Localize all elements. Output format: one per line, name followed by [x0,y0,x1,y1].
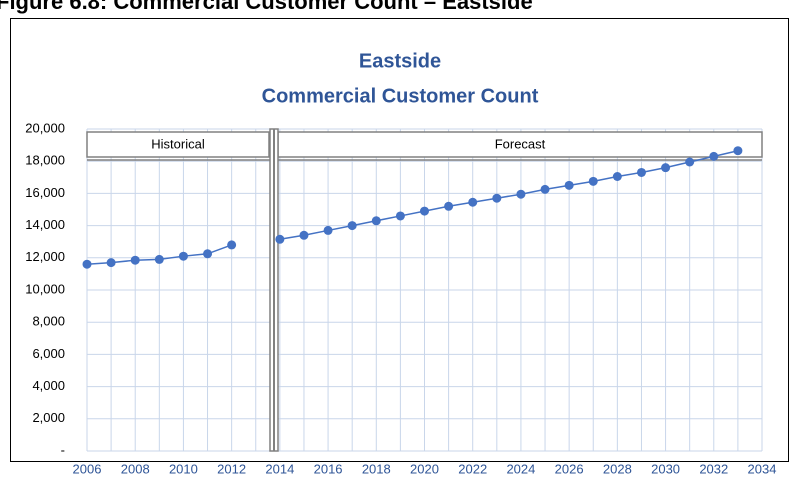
y-tick-label: 20,000 [25,120,65,135]
y-tick-label: - [61,442,65,457]
x-tick-label: 2008 [121,461,150,476]
figure-caption: Figure 6.8: Commercial Customer Count – … [0,0,533,14]
x-tick-label: 2026 [555,461,584,476]
data-point [371,216,381,226]
region-label: Forecast [495,136,546,151]
x-tick-label: 2010 [169,461,198,476]
data-point [636,167,646,177]
chart-title: Eastside [359,50,441,72]
data-point [347,221,357,231]
data-point [323,225,333,235]
chart-subtitle: Commercial Customer Count [262,85,539,107]
x-tick-label: 2034 [748,461,777,476]
data-point [395,211,405,221]
data-point [154,254,164,264]
data-point [733,146,743,156]
x-tick-label: 2030 [651,461,680,476]
data-point [709,151,719,161]
data-point [227,240,237,250]
y-tick-label: 18,000 [25,153,65,168]
x-tick-label: 2022 [458,461,487,476]
data-point [661,163,671,173]
data-point [588,176,598,186]
data-point [468,197,478,207]
data-point [685,157,695,167]
y-tick-label: 2,000 [32,410,65,425]
x-tick-label: 2024 [506,461,535,476]
x-tick-label: 2014 [265,461,294,476]
region-box [277,131,763,158]
y-tick-label: 14,000 [25,217,65,232]
region-box [86,131,270,158]
data-point [275,234,285,244]
data-point [612,171,622,181]
series-line [86,150,739,265]
data-point [106,258,116,268]
data-point [492,193,502,203]
data-point [203,249,213,259]
x-tick-label: 2018 [362,461,391,476]
region-label: Historical [151,136,205,151]
data-point [564,180,574,190]
y-tick-label: 12,000 [25,249,65,264]
data-point [540,184,550,194]
data-point [130,255,140,265]
x-tick-label: 2006 [73,461,102,476]
x-tick-label: 2020 [410,461,439,476]
x-tick-label: 2028 [603,461,632,476]
data-point [420,206,429,216]
y-tick-label: 8,000 [32,314,65,329]
y-tick-label: 6,000 [32,346,65,361]
y-tick-label: 4,000 [32,378,65,393]
y-tick-label: 16,000 [25,185,65,200]
x-tick-label: 2016 [314,461,343,476]
frame [10,18,789,462]
data-point [444,201,454,211]
x-tick-label: 2012 [217,461,246,476]
y-tick-label: 10,000 [25,281,65,296]
x-tick-label: 2032 [699,461,728,476]
data-point [516,189,526,199]
data-point [178,251,188,261]
data-point [82,259,92,269]
data-point [299,230,309,240]
